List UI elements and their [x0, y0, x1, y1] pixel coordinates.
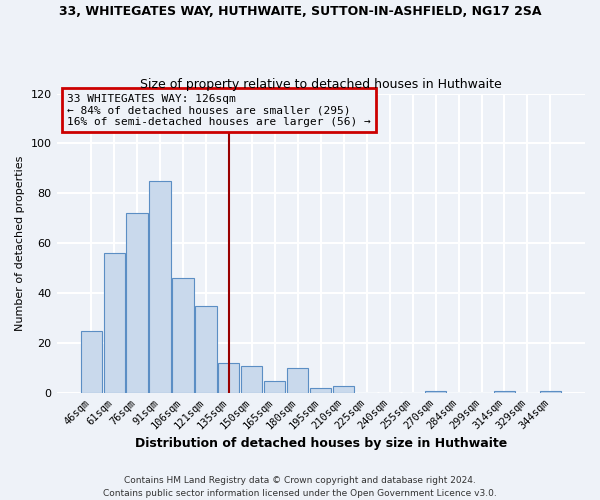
Bar — [104, 254, 125, 393]
Bar — [218, 363, 239, 393]
Title: Size of property relative to detached houses in Huthwaite: Size of property relative to detached ho… — [140, 78, 502, 91]
Bar — [127, 214, 148, 393]
Bar — [241, 366, 262, 393]
Bar — [494, 390, 515, 393]
Bar — [264, 380, 286, 393]
Text: Contains HM Land Registry data © Crown copyright and database right 2024.
Contai: Contains HM Land Registry data © Crown c… — [103, 476, 497, 498]
Bar — [425, 390, 446, 393]
Bar — [287, 368, 308, 393]
Text: 33 WHITEGATES WAY: 126sqm
← 84% of detached houses are smaller (295)
16% of semi: 33 WHITEGATES WAY: 126sqm ← 84% of detac… — [67, 94, 371, 127]
Text: 33, WHITEGATES WAY, HUTHWAITE, SUTTON-IN-ASHFIELD, NG17 2SA: 33, WHITEGATES WAY, HUTHWAITE, SUTTON-IN… — [59, 5, 541, 18]
Bar — [540, 390, 561, 393]
Bar — [310, 388, 331, 393]
Bar — [333, 386, 354, 393]
X-axis label: Distribution of detached houses by size in Huthwaite: Distribution of detached houses by size … — [134, 437, 507, 450]
Y-axis label: Number of detached properties: Number of detached properties — [15, 156, 25, 331]
Bar — [196, 306, 217, 393]
Bar — [149, 181, 170, 393]
Bar — [172, 278, 194, 393]
Bar — [80, 330, 101, 393]
